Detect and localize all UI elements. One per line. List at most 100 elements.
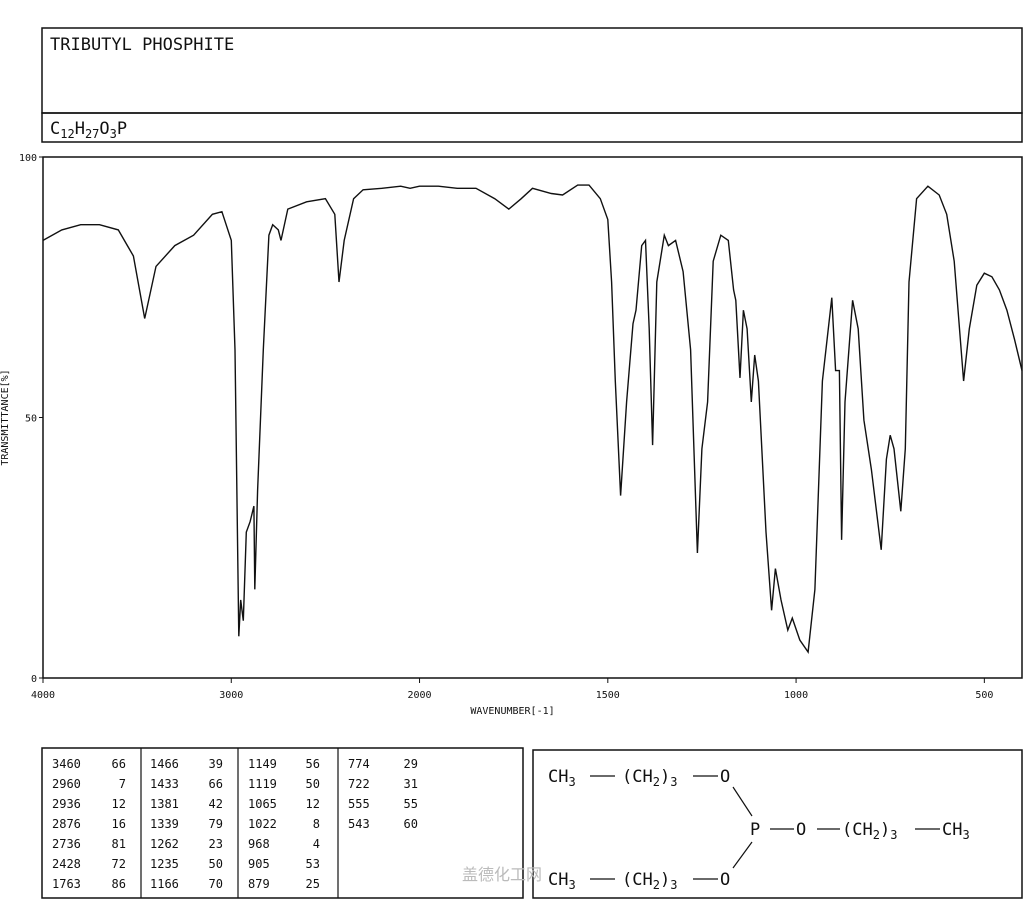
x-axis-label: WAVENUMBER[-1]: [470, 706, 554, 717]
peak-wavenumber: 1166: [150, 877, 179, 891]
formula-subscript: 27: [85, 127, 99, 141]
compound-name: TRIBUTYL PHOSPHITE: [50, 35, 234, 55]
structure-label: CH3: [548, 767, 576, 789]
structure-label: (CH2)3: [622, 870, 677, 892]
label-subscript: 2: [653, 775, 660, 789]
bond: [732, 786, 753, 817]
label-subscript: 3: [670, 878, 677, 892]
peak-transmittance: 66: [112, 757, 126, 771]
structure-label: O: [720, 870, 730, 890]
peak-transmittance: 60: [404, 817, 418, 831]
peak-transmittance: 23: [209, 837, 223, 851]
peak-wavenumber: 1381: [150, 797, 179, 811]
label-main: O: [796, 820, 806, 840]
peak-wavenumber: 1022: [248, 817, 277, 831]
x-tick-label: 1000: [784, 690, 808, 701]
y-tick-label: 0: [31, 674, 37, 685]
peak-transmittance: 4: [313, 837, 320, 851]
peak-wavenumber: 543: [348, 817, 370, 831]
peak-transmittance: 81: [112, 837, 126, 851]
peak-transmittance: 55: [404, 797, 418, 811]
peak-transmittance: 53: [306, 857, 320, 871]
peak-transmittance: 86: [112, 877, 126, 891]
label-subscript: 2: [873, 828, 880, 842]
label-main: O: [720, 870, 730, 890]
label-tail: ): [880, 820, 890, 840]
peak-table-box: [41, 747, 524, 899]
plot-frame: [42, 156, 1023, 679]
peak-wavenumber: 1339: [150, 817, 179, 831]
peak-wavenumber: 1262: [150, 837, 179, 851]
peak-wavenumber: 1433: [150, 777, 179, 791]
peak-wavenumber: 1235: [150, 857, 179, 871]
label-subscript: 3: [890, 828, 897, 842]
label-subscript: 3: [568, 775, 575, 789]
structure-label: (CH2)3: [622, 767, 677, 789]
label-main: CH: [548, 870, 568, 890]
peak-wavenumber: 1065: [248, 797, 277, 811]
x-tick-label: 2000: [407, 690, 431, 701]
label-main: P: [750, 820, 760, 840]
peak-wavenumber: 1119: [248, 777, 277, 791]
structure-label: CH3: [942, 820, 970, 842]
structure-label: O: [796, 820, 806, 840]
x-tick-label: 4000: [31, 690, 55, 701]
peak-wavenumber: 722: [348, 777, 370, 791]
peak-transmittance: 12: [306, 797, 320, 811]
peak-transmittance: 16: [112, 817, 126, 831]
spectrum-line: [42, 184, 1023, 654]
x-tick-label: 1500: [596, 690, 620, 701]
peak-wavenumber: 1149: [248, 757, 277, 771]
peak-wavenumber: 3460: [52, 757, 81, 771]
formula-element: H: [75, 119, 85, 139]
peak-wavenumber: 905: [248, 857, 270, 871]
structure-box: [532, 749, 1023, 899]
label-subscript: 3: [568, 878, 575, 892]
bonds: [590, 775, 940, 880]
label-main: (CH: [622, 870, 653, 890]
peak-wavenumber: 2428: [52, 857, 81, 871]
label-main: (CH: [842, 820, 873, 840]
peak-transmittance: 66: [209, 777, 223, 791]
bond: [732, 841, 753, 869]
structure-label: O: [720, 767, 730, 787]
x-tick-label: 3000: [219, 690, 243, 701]
peak-wavenumber: 1466: [150, 757, 179, 771]
peak-transmittance: 79: [209, 817, 223, 831]
formula-subscript: 12: [60, 127, 74, 141]
peak-transmittance: 8: [313, 817, 320, 831]
label-subscript: 3: [962, 828, 969, 842]
peak-wavenumber: 774: [348, 757, 370, 771]
peak-transmittance: 39: [209, 757, 223, 771]
y-axis-label: TRANSMITTANCE[%]: [0, 369, 11, 465]
formula-element: O: [99, 119, 109, 139]
peak-wavenumber: 879: [248, 877, 270, 891]
peak-transmittance: 50: [306, 777, 320, 791]
label-subscript: 2: [653, 878, 660, 892]
label-tail: ): [660, 767, 670, 787]
peak-transmittance: 70: [209, 877, 223, 891]
peak-wavenumber: 1763: [52, 877, 81, 891]
x-tick-label: 500: [975, 690, 993, 701]
structure-label: P: [750, 820, 760, 840]
label-main: CH: [548, 767, 568, 787]
peak-transmittance: 29: [404, 757, 418, 771]
peak-transmittance: 7: [119, 777, 126, 791]
peak-wavenumber: 2736: [52, 837, 81, 851]
peak-transmittance: 72: [112, 857, 126, 871]
label-subscript: 3: [670, 775, 677, 789]
y-tick-label: 50: [25, 414, 37, 425]
peak-transmittance: 31: [404, 777, 418, 791]
label-main: (CH: [622, 767, 653, 787]
formula-subscript: 3: [110, 127, 117, 141]
peak-transmittance: 25: [306, 877, 320, 891]
peak-wavenumber: 2936: [52, 797, 81, 811]
formula-element: C: [50, 119, 60, 139]
peak-wavenumber: 968: [248, 837, 270, 851]
peak-wavenumber: 2876: [52, 817, 81, 831]
label-main: CH: [942, 820, 962, 840]
label-tail: ): [660, 870, 670, 890]
peak-wavenumber: 2960: [52, 777, 81, 791]
